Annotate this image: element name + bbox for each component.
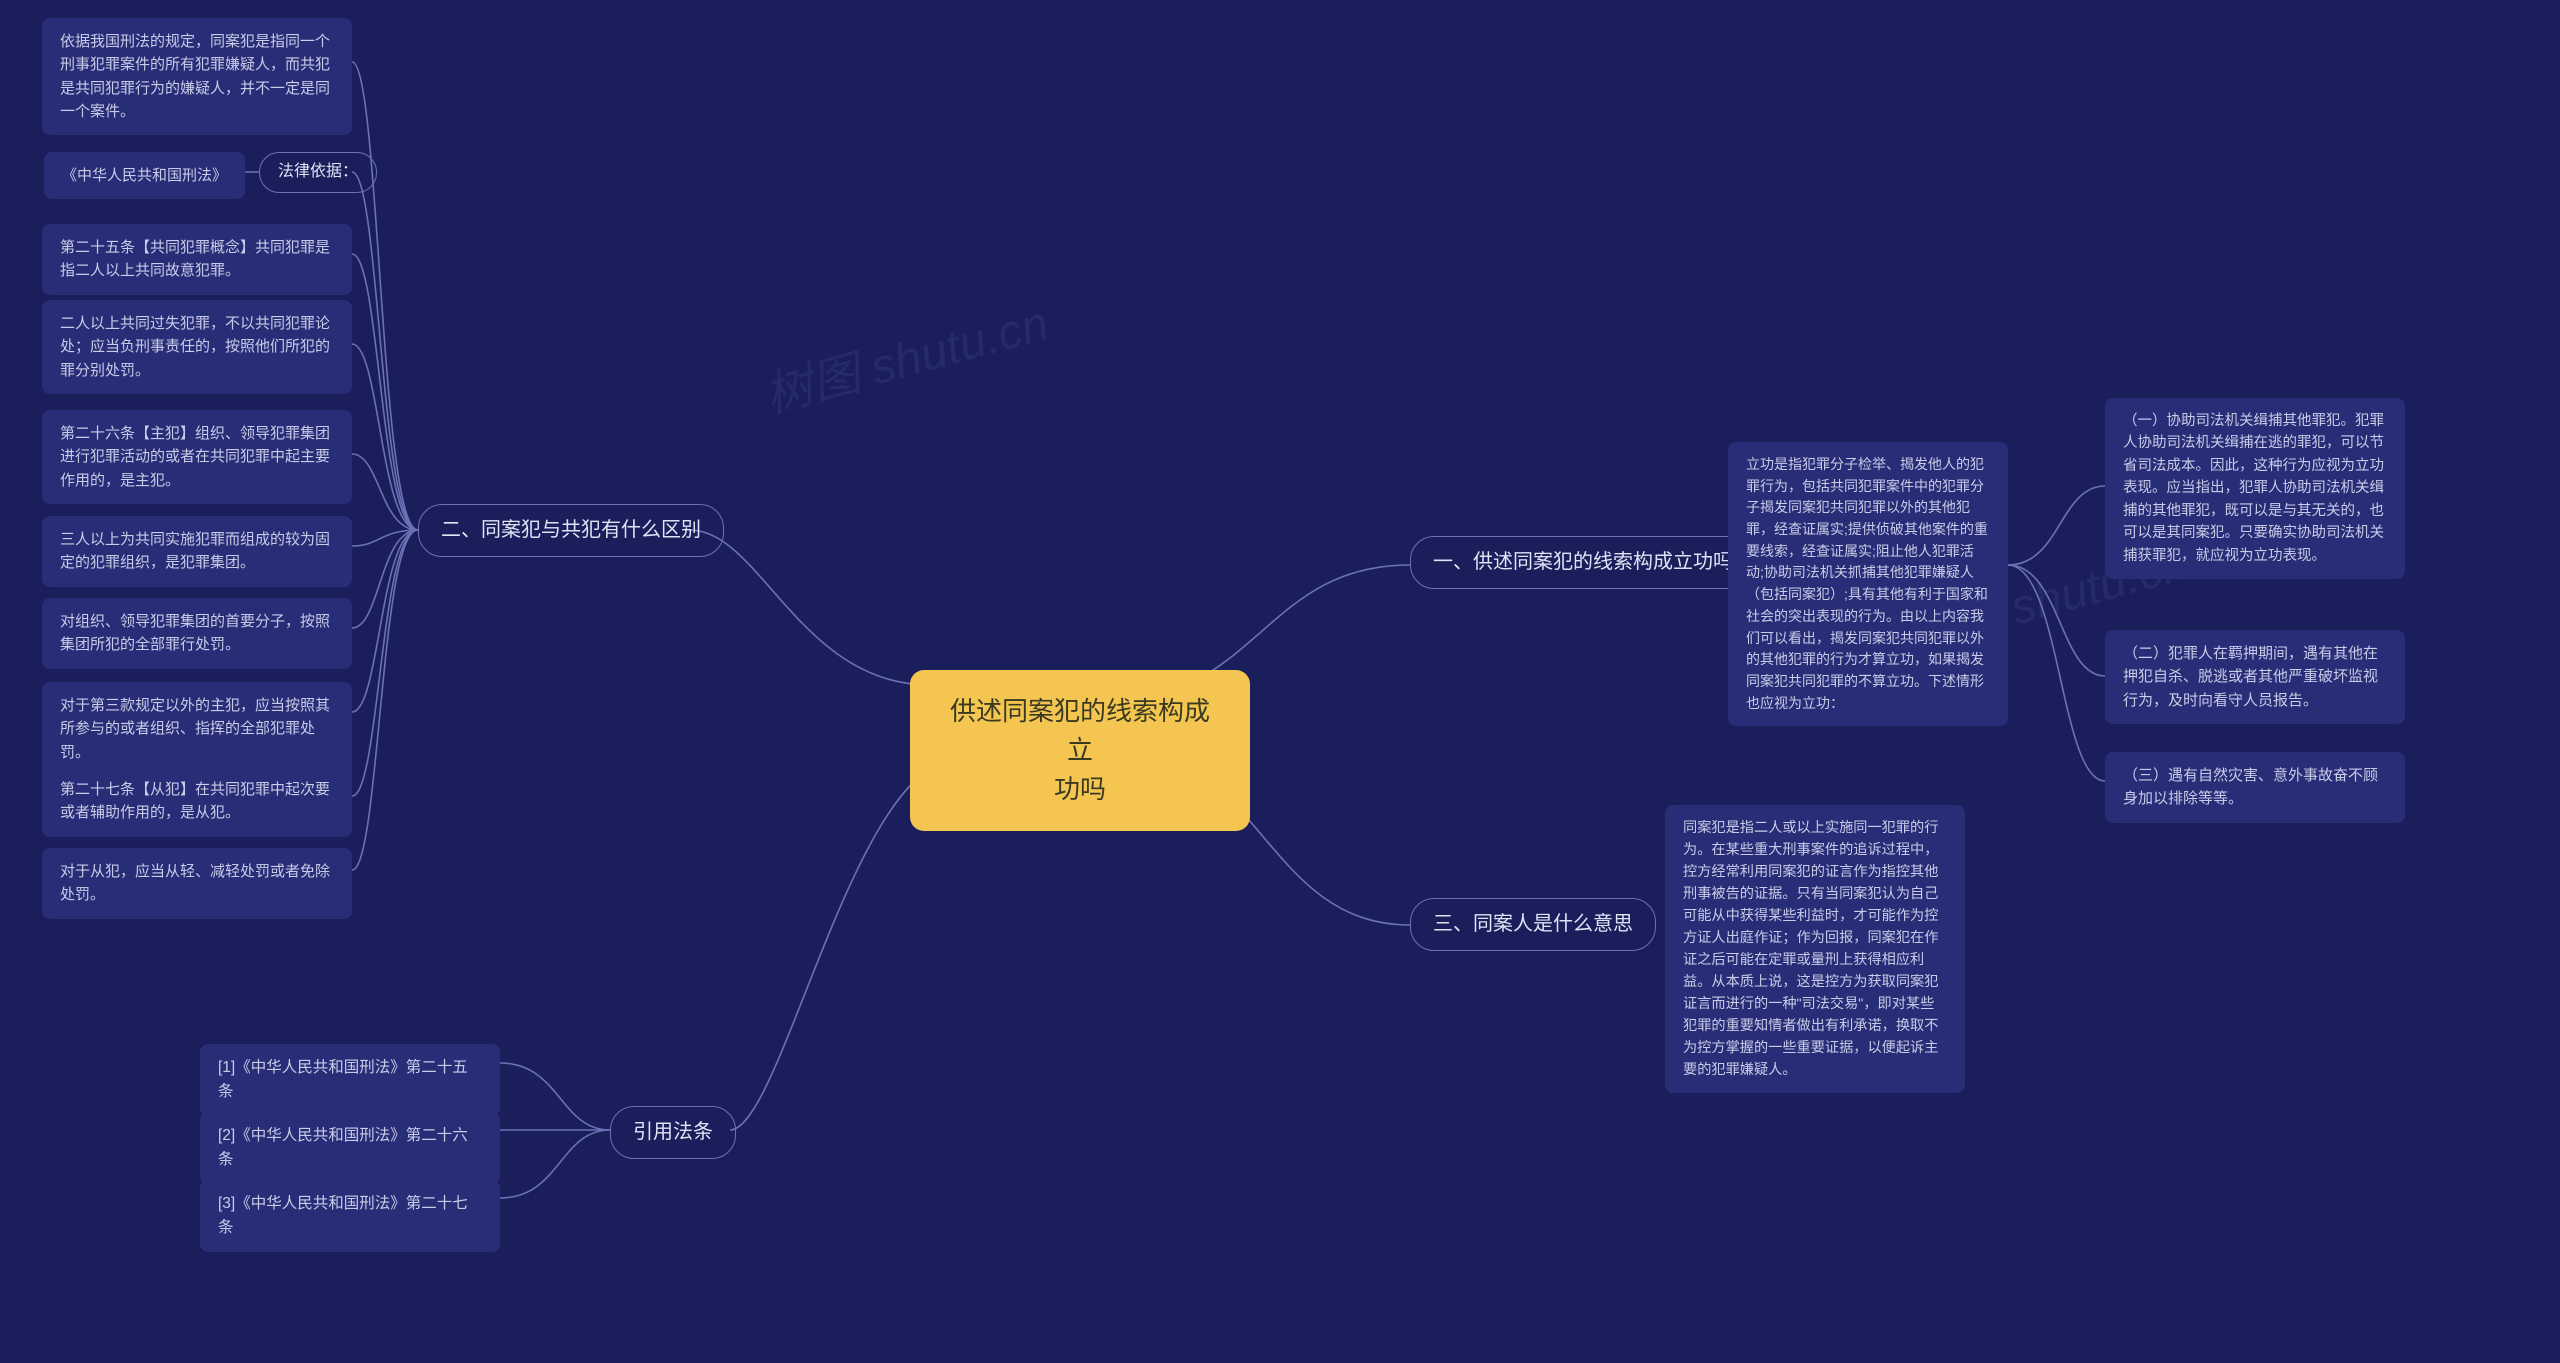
section4-title: 引用法条 — [610, 1106, 736, 1159]
section1-body: 立功是指犯罪分子检举、揭发他人的犯罪行为，包括共同犯罪案件中的犯罪分子揭发同案犯… — [1728, 442, 2008, 726]
section2-child-5: 三人以上为共同实施犯罪而组成的较为固定的犯罪组织，是犯罪集团。 — [42, 516, 352, 587]
section2-child-1-ref: 《中华人民共和国刑法》 — [44, 152, 245, 199]
section4-child-0: [1]《中华人民共和国刑法》第二十五条 — [200, 1044, 500, 1116]
section2-child-1-label: 法律依据： — [259, 152, 377, 193]
section2-child-6: 对组织、领导犯罪集团的首要分子，按照集团所犯的全部罪行处罚。 — [42, 598, 352, 669]
section2-title: 二、同案犯与共犯有什么区别 — [418, 504, 724, 557]
section2-child-8: 第二十七条【从犯】在共同犯罪中起次要或者辅助作用的，是从犯。 — [42, 766, 352, 837]
watermark-1: 树图 shutu.cn — [756, 284, 1055, 427]
section2-child-0: 依据我国刑法的规定，同案犯是指同一个刑事犯罪案件的所有犯罪嫌疑人，而共犯是共同犯… — [42, 18, 352, 135]
section2-child-3: 二人以上共同过失犯罪，不以共同犯罪论处；应当负刑事责任的，按照他们所犯的罪分别处… — [42, 300, 352, 394]
section3-title: 三、同案人是什么意思 — [1410, 898, 1656, 951]
section1-title: 一、供述同案犯的线索构成立功吗 — [1410, 536, 1756, 589]
section3-body: 同案犯是指二人或以上实施同一犯罪的行为。在某些重大刑事案件的追诉过程中，控方经常… — [1665, 805, 1965, 1093]
section2-child-2: 第二十五条【共同犯罪概念】共同犯罪是指二人以上共同故意犯罪。 — [42, 224, 352, 295]
section2-child-9: 对于从犯，应当从轻、减轻处罚或者免除处罚。 — [42, 848, 352, 919]
section1-child-0: （一）协助司法机关缉捕其他罪犯。犯罪人协助司法机关缉捕在逃的罪犯，可以节省司法成… — [2105, 398, 2405, 579]
section1-child-1: （二）犯罪人在羁押期间，遇有其他在押犯自杀、脱逃或者其他严重破坏监视行为，及时向… — [2105, 630, 2405, 724]
section4-child-2: [3]《中华人民共和国刑法》第二十七条 — [200, 1180, 500, 1252]
section1-child-2: （三）遇有自然灾害、意外事故奋不顾身加以排除等等。 — [2105, 752, 2405, 823]
root-node: 供述同案犯的线索构成立 功吗 — [910, 670, 1250, 831]
section2-child-7: 对于第三款规定以外的主犯，应当按照其所参与的或者组织、指挥的全部犯罪处罚。 — [42, 682, 352, 776]
section2-child-4: 第二十六条【主犯】组织、领导犯罪集团进行犯罪活动的或者在共同犯罪中起主要作用的，… — [42, 410, 352, 504]
section4-child-1: [2]《中华人民共和国刑法》第二十六条 — [200, 1112, 500, 1184]
